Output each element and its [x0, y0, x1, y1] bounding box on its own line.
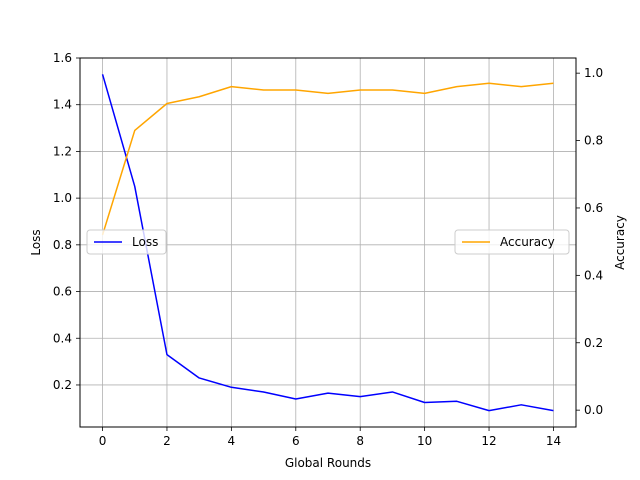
left-axis: 0.2 0.4 0.6 0.8 1.0 1.2 1.4 1.6 [53, 51, 80, 392]
x-axis-label: Global Rounds [285, 456, 371, 470]
x-tick-label: 12 [481, 434, 496, 448]
y-left-tick-label: 0.6 [53, 285, 72, 299]
legend-loss-box [86, 229, 167, 255]
y-right-tick-label: 0.2 [584, 336, 603, 350]
y-axis-right-label: Accuracy [613, 215, 627, 270]
plot-frame [79, 57, 577, 428]
y-right-tick-label: 0.0 [584, 403, 603, 417]
y-left-tick-label: 0.8 [53, 238, 72, 252]
legend-loss: Loss [86, 229, 167, 255]
series-layer [101, 74, 554, 412]
legend-loss-label: Loss [132, 235, 158, 249]
x-tick-label: 10 [417, 434, 432, 448]
x-tick-label: 8 [356, 434, 364, 448]
x-axis: 0 2 4 6 8 10 12 14 [99, 427, 561, 448]
y-right-tick-label: 0.4 [584, 268, 603, 282]
legend-accuracy-box [454, 229, 570, 255]
y-left-tick-label: 1.4 [53, 98, 72, 112]
y-left-tick-label: 1.6 [53, 51, 72, 65]
x-tick-label: 0 [99, 434, 107, 448]
y-right-tick-label: 1.0 [584, 66, 603, 80]
x-tick-label: 4 [228, 434, 236, 448]
y-left-tick-label: 0.2 [53, 378, 72, 392]
x-tick-label: 2 [163, 434, 171, 448]
series-line-loss [101, 74, 554, 412]
right-axis: 0.0 0.2 0.4 0.6 0.8 1.0 [576, 66, 603, 417]
y-axis-left-label: Loss [29, 229, 43, 255]
y-left-tick-label: 0.4 [53, 331, 72, 345]
x-tick-label: 14 [546, 434, 561, 448]
legend-accuracy-label: Accuracy [500, 235, 555, 249]
series-line-accuracy [101, 82, 554, 236]
legend-accuracy: Accuracy [454, 229, 570, 255]
y-right-tick-label: 0.6 [584, 201, 603, 215]
y-left-tick-label: 1.0 [53, 191, 72, 205]
y-left-tick-label: 1.2 [53, 144, 72, 158]
x-tick-label: 6 [292, 434, 300, 448]
y-right-tick-label: 0.8 [584, 134, 603, 148]
grid [80, 57, 576, 427]
